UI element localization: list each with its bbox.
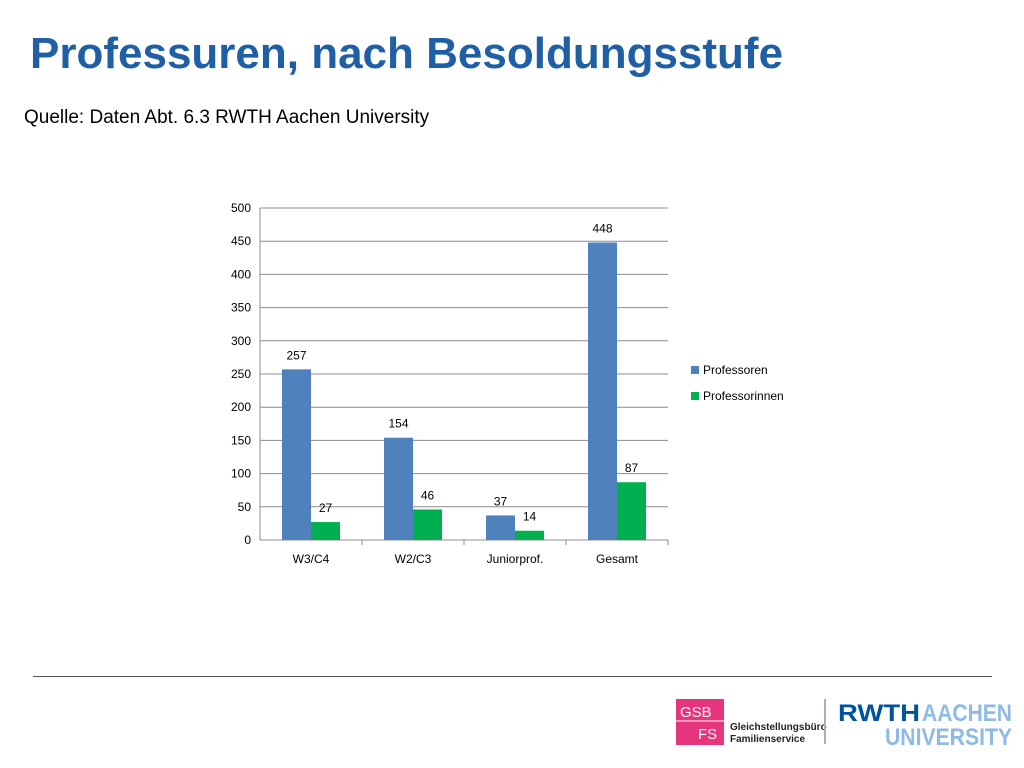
data-label: 27 <box>319 501 333 515</box>
slide-subtitle: Quelle: Daten Abt. 6.3 RWTH Aachen Unive… <box>24 107 430 128</box>
x-tick-label: W2/C3 <box>395 552 432 566</box>
svg-text:AACHEN: AACHEN <box>922 700 1012 727</box>
bar-professorinnen <box>617 482 646 540</box>
x-tick-label: Gesamt <box>596 552 639 566</box>
slide-title: Professuren, nach Besoldungsstufe <box>30 29 784 78</box>
bar-professorinnen <box>311 522 340 540</box>
gsb-fs-logo: GSB FS <box>676 699 724 745</box>
y-tick-label: 300 <box>231 334 251 348</box>
svg-text:RWTH: RWTH <box>838 700 920 727</box>
gsb-logo-text: Gleichstellungsbüro Familienservice <box>730 722 827 746</box>
bar-professorinnen <box>413 509 442 540</box>
gsb-line-1: Gleichstellungsbüro <box>730 722 827 733</box>
legend-label: Professoren <box>703 363 768 377</box>
data-label: 154 <box>388 417 408 431</box>
data-label: 448 <box>592 222 612 236</box>
bar-professorinnen <box>515 530 544 540</box>
y-tick-label: 250 <box>231 367 251 381</box>
data-label: 257 <box>286 348 306 362</box>
gsb-line-2: Familienservice <box>730 734 806 745</box>
svg-text:GSB: GSB <box>680 704 712 721</box>
y-tick-label: 100 <box>231 467 251 481</box>
y-tick-label: 400 <box>231 267 251 281</box>
svg-text:FS: FS <box>698 726 717 743</box>
y-tick-label: 450 <box>231 234 251 248</box>
footer-divider-line <box>33 676 992 677</box>
x-tick-label: Juniorprof. <box>487 552 544 566</box>
y-tick-label: 50 <box>238 500 252 514</box>
legend-swatch <box>691 366 699 374</box>
y-tick-label: 0 <box>244 533 251 547</box>
data-label: 14 <box>523 510 537 524</box>
x-tick-label: W3/C4 <box>293 552 330 566</box>
y-tick-label: 200 <box>231 400 251 414</box>
data-label: 87 <box>625 461 639 475</box>
rwth-aachen-logo: RWTH AACHEN UNIVERSITY <box>838 700 1012 747</box>
svg-text:UNIVERSITY: UNIVERSITY <box>885 724 1012 747</box>
bar-professoren <box>384 437 413 540</box>
y-tick-label: 350 <box>231 301 251 315</box>
legend-swatch <box>691 392 699 400</box>
y-tick-label: 150 <box>231 433 251 447</box>
data-label: 37 <box>494 494 508 508</box>
bar-professoren <box>486 515 515 540</box>
y-tick-label: 500 <box>231 201 251 215</box>
logo-separator <box>824 699 826 744</box>
bar-professoren <box>282 369 311 540</box>
legend-label: Professorinnen <box>703 389 784 403</box>
bar-professoren <box>588 242 617 540</box>
data-label: 46 <box>421 488 435 502</box>
